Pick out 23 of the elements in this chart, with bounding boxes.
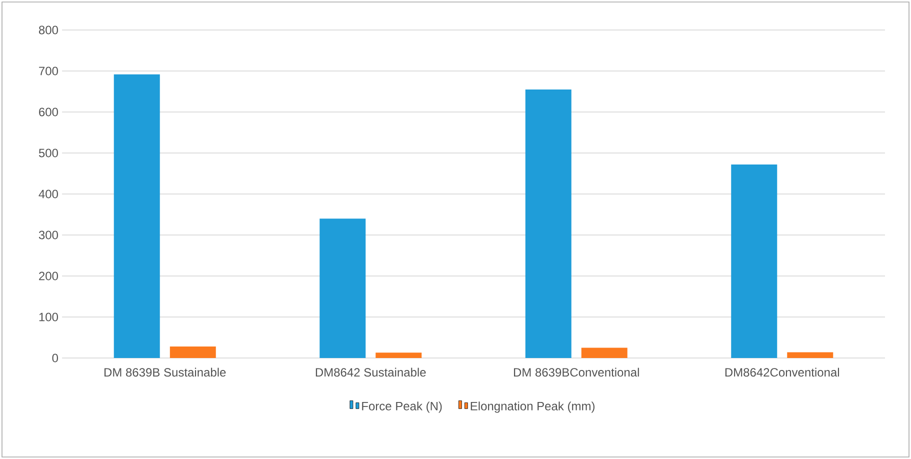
legend-label: Force Peak (N) bbox=[362, 402, 442, 413]
bar bbox=[581, 348, 628, 358]
bar bbox=[114, 74, 160, 358]
x-tick-label: DM 8639BConventional bbox=[514, 368, 639, 377]
bar bbox=[320, 218, 366, 358]
bar bbox=[170, 346, 216, 358]
y-tick-label: 800 bbox=[38, 26, 58, 34]
y-tick-label: 300 bbox=[38, 230, 58, 240]
y-tick-label: 200 bbox=[39, 272, 58, 280]
y-tick-label: 600 bbox=[39, 108, 58, 116]
bar bbox=[525, 89, 572, 358]
legend-label: Elongnation Peak (mm) bbox=[470, 402, 594, 413]
y-tick-label: 500 bbox=[38, 148, 58, 158]
x-tick-label: DM8642 Sustainable bbox=[316, 368, 426, 377]
y-tick-label: 400 bbox=[38, 190, 58, 198]
bar bbox=[376, 352, 422, 358]
y-tick-label: 100 bbox=[39, 312, 58, 322]
x-tick-label: DM 8639B Sustainable bbox=[104, 368, 226, 377]
y-tick-label: 700 bbox=[39, 66, 58, 76]
x-tick-label: DM8642Conventional bbox=[725, 368, 840, 377]
bar bbox=[787, 352, 834, 358]
y-tick-label: 0 bbox=[52, 354, 58, 362]
bar bbox=[731, 164, 778, 358]
